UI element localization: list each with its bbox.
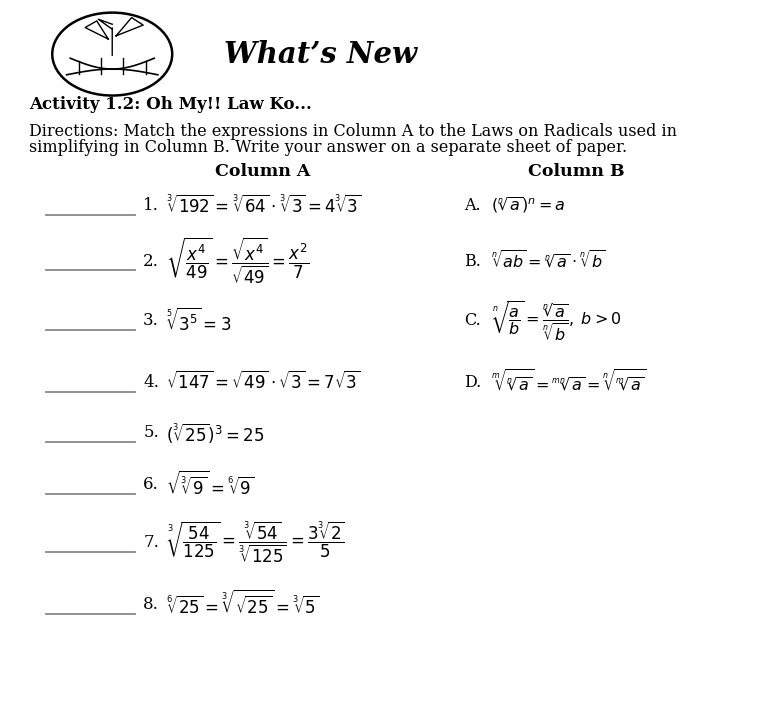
Text: 6.: 6. [143,476,159,493]
Text: 5.: 5. [143,424,159,441]
Text: $\left(\sqrt[n]{a}\right)^{n} = a$: $\left(\sqrt[n]{a}\right)^{n} = a$ [491,195,566,216]
Text: simplifying in Column B. Write your answer on a separate sheet of paper.: simplifying in Column B. Write your answ… [29,138,628,156]
Text: 7.: 7. [143,534,159,551]
Text: $\left(\sqrt[3]{25}\right)^{3} = 25$: $\left(\sqrt[3]{25}\right)^{3} = 25$ [166,420,265,445]
Text: $\sqrt[n]{ab} = \sqrt[n]{a}\cdot\sqrt[n]{b}$: $\sqrt[n]{ab} = \sqrt[n]{a}\cdot\sqrt[n]… [491,250,606,272]
Text: D.: D. [464,373,481,391]
Text: $\sqrt{\sqrt[3]{9}} = \sqrt[6]{9}$: $\sqrt{\sqrt[3]{9}} = \sqrt[6]{9}$ [166,470,255,499]
Text: $\sqrt[5]{3^5} = 3$: $\sqrt[5]{3^5} = 3$ [166,307,231,335]
Text: 2.: 2. [143,252,159,270]
Text: What’s New: What’s New [224,40,418,68]
Text: $\sqrt[m]{\sqrt[n]{a}} = \sqrt[mn]{a} = \sqrt[n]{\sqrt[m]{a}}$: $\sqrt[m]{\sqrt[n]{a}} = \sqrt[mn]{a} = … [491,369,646,395]
Text: $\sqrt[6]{25} = \sqrt[3]{\sqrt{25}} = \sqrt[3]{5}$: $\sqrt[6]{25} = \sqrt[3]{\sqrt{25}} = \s… [166,590,320,619]
Text: 4.: 4. [143,373,159,391]
Text: C.: C. [464,312,481,329]
Text: $\sqrt{147} = \sqrt{49}\cdot\sqrt{3} = 7\sqrt{3}$: $\sqrt{147} = \sqrt{49}\cdot\sqrt{3} = 7… [166,371,361,393]
Text: Column A: Column A [215,163,311,180]
Text: A.: A. [464,197,481,214]
Text: Column B: Column B [529,163,625,180]
Text: $\sqrt[3]{\dfrac{54}{125}} = \dfrac{\sqrt[3]{54}}{\sqrt[3]{125}} = \dfrac{3\sqrt: $\sqrt[3]{\dfrac{54}{125}} = \dfrac{\sqr… [166,520,345,565]
Text: 3.: 3. [143,312,159,329]
Text: B.: B. [464,252,481,270]
Text: 1.: 1. [143,197,159,214]
Text: Directions: Match the expressions in Column A to the Laws on Radicals used in: Directions: Match the expressions in Col… [29,123,677,140]
Text: 8.: 8. [143,596,159,613]
Text: $\sqrt{\dfrac{x^4}{49}} = \dfrac{\sqrt{x^4}}{\sqrt{49}} = \dfrac{x^2}{7}$: $\sqrt{\dfrac{x^4}{49}} = \dfrac{\sqrt{x… [166,236,310,286]
Text: $\sqrt[n]{\dfrac{a}{b}} = \dfrac{\sqrt[n]{a}}{\sqrt[n]{b}},\;b>0$: $\sqrt[n]{\dfrac{a}{b}} = \dfrac{\sqrt[n… [491,298,622,343]
Text: Activity 1.2: Oh My!! Law Ko...: Activity 1.2: Oh My!! Law Ko... [29,96,312,113]
Text: $\sqrt[3]{192} = \sqrt[3]{64}\cdot\sqrt[3]{3} = 4\sqrt[3]{3}$: $\sqrt[3]{192} = \sqrt[3]{64}\cdot\sqrt[… [166,195,362,216]
